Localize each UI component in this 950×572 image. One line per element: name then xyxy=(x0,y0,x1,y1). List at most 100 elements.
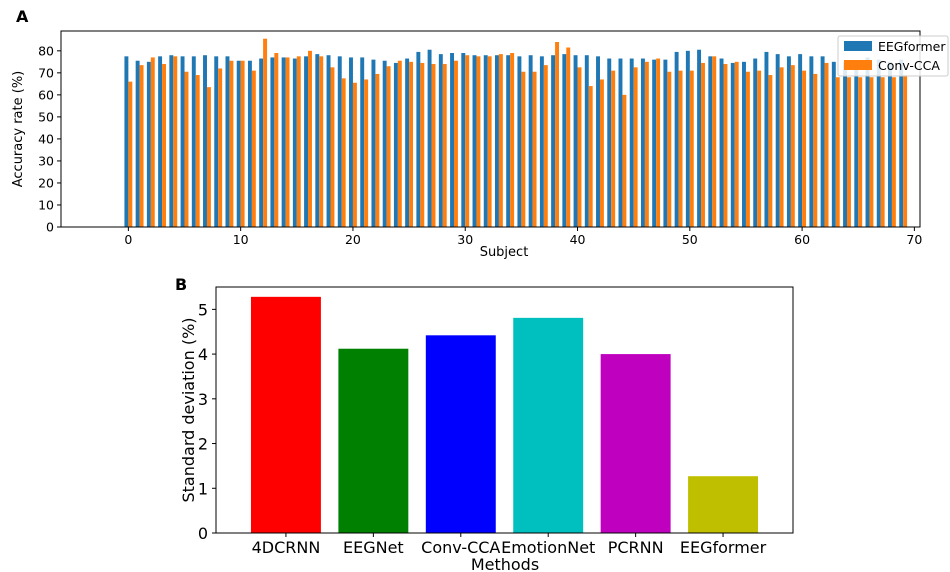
bar-eegnet xyxy=(338,348,409,533)
panel-a-x-ticks: 0 10 20 30 40 50 60 70 xyxy=(124,227,922,247)
bar-convcca-subject-24 xyxy=(397,60,402,228)
legend-swatch-eegformer xyxy=(844,41,872,51)
bar-convcca-subject-32 xyxy=(487,56,492,227)
bar-eegformer-subject-36 xyxy=(528,55,533,227)
bar-eegformer-subject-9 xyxy=(225,56,230,227)
y-tick-label: 0 xyxy=(198,524,208,543)
panel-b-x-axis-label: Methods xyxy=(471,555,539,572)
y-tick-label: 4 xyxy=(198,345,208,364)
bar-eegformer-subject-17 xyxy=(315,54,320,228)
bar-convcca-subject-16 xyxy=(308,50,312,227)
bar-convcca-subject-14 xyxy=(285,57,290,228)
bar-convcca-subject-35 xyxy=(521,71,526,228)
bar-convcca-subject-18 xyxy=(330,67,335,227)
bar-convcca-subject-63 xyxy=(835,77,840,227)
bar-convcca-subject-54 xyxy=(734,61,739,227)
bar-convcca-subject-55 xyxy=(745,71,750,228)
panel-b-label: B xyxy=(175,275,187,294)
legend-label-eegformer: EEGformer xyxy=(878,39,946,54)
x-tick-label: PCRNN xyxy=(608,538,664,557)
bar-eegformer-subject-48 xyxy=(663,59,668,227)
bar-convcca-subject-57 xyxy=(768,75,773,227)
y-tick-label: 80 xyxy=(38,43,54,58)
bar-eegformer-subject-16 xyxy=(304,56,309,227)
bar-eegformer-subject-3 xyxy=(158,56,163,227)
x-tick-label: EEGformer xyxy=(680,538,767,557)
bar-eegformer-subject-56 xyxy=(753,58,758,227)
bar-eegformer-subject-66 xyxy=(865,57,870,228)
panel-a-convcca-bars xyxy=(128,38,908,228)
panel-b-x-ticks: 4DCRNN EEGNet Conv-CCA EmotionNet PCRNN EEGfo… xyxy=(252,533,767,557)
bar-convcca-subject-33 xyxy=(498,54,503,228)
bar-convcca-subject-23 xyxy=(386,66,391,228)
bar-eegformer-subject-33 xyxy=(494,55,499,227)
bar-eegformer-subject-67 xyxy=(876,59,881,227)
y-tick-label: 50 xyxy=(38,109,54,124)
bar-convcca-subject-29 xyxy=(454,60,458,228)
panel-a-y-ticks: 0 10 20 30 40 50 60 70 80 xyxy=(38,43,61,235)
panel-b-y-axis-label: Standard deviation (%) xyxy=(179,317,198,502)
panel-a-frame xyxy=(60,30,921,228)
bar-convcca-subject-43 xyxy=(611,70,616,227)
bar-eegformer-subject-65 xyxy=(854,61,859,227)
bar-eegformer-subject-4 xyxy=(169,55,174,227)
y-tick-label: 70 xyxy=(38,65,54,80)
bar-convcca-subject-37 xyxy=(543,65,548,227)
bar-eegformer-subject-38 xyxy=(551,55,556,227)
y-tick-label: 2 xyxy=(198,435,208,454)
bar-eegformer-subject-23 xyxy=(382,60,387,228)
bar-convcca-subject-42 xyxy=(599,79,604,227)
bar-eegformer-subject-26 xyxy=(416,51,421,227)
legend-label-convcca: Conv-CCA xyxy=(878,58,940,73)
bar-eegformer-subject-42 xyxy=(596,56,600,227)
bar-eegformer-subject-50 xyxy=(685,50,690,227)
bar-conv-cca xyxy=(425,335,496,533)
bar-eegformer-subject-69 xyxy=(899,59,904,227)
bar-convcca-subject-39 xyxy=(566,47,571,227)
bar-convcca-subject-44 xyxy=(622,94,627,228)
bar-eegformer-subject-25 xyxy=(405,58,410,227)
x-tick-label: 10 xyxy=(233,232,249,247)
bar-convcca-subject-59 xyxy=(790,65,795,227)
bar-eegformer-subject-19 xyxy=(337,56,342,227)
bar-convcca-subject-20 xyxy=(352,82,357,227)
bar-eegformer-subject-51 xyxy=(697,49,702,227)
y-tick-label: 5 xyxy=(198,300,208,319)
bar-eegformer-subject-41 xyxy=(584,55,589,227)
bar-eegformer-subject-7 xyxy=(203,55,207,227)
panel-b-y-ticks: 0 1 2 3 4 5 xyxy=(198,300,216,543)
bar-eegformer-subject-61 xyxy=(809,56,814,227)
bar-pcrnn xyxy=(600,354,671,533)
x-tick-label: 4DCRNN xyxy=(252,538,321,557)
bar-convcca-subject-36 xyxy=(532,71,537,228)
bar-convcca-subject-27 xyxy=(431,64,436,227)
bar-convcca-subject-48 xyxy=(667,71,672,228)
bar-convcca-subject-9 xyxy=(229,60,234,228)
bar-eegformer-subject-1 xyxy=(135,60,140,228)
bar-convcca-subject-47 xyxy=(656,58,661,227)
panel-a-label: A xyxy=(16,7,29,26)
legend-swatch-convcca xyxy=(844,60,872,70)
bar-eegformer-subject-0 xyxy=(124,56,129,227)
bar-convcca-subject-13 xyxy=(274,53,279,227)
bar-eegformer-subject-27 xyxy=(427,49,432,227)
bar-convcca-subject-5 xyxy=(184,71,189,228)
bar-eegformer-subject-24 xyxy=(393,62,398,228)
bar-eegformer-subject-57 xyxy=(764,51,769,227)
bar-eegformer-subject-40 xyxy=(573,55,578,227)
bar-convcca-subject-69 xyxy=(903,75,908,227)
bar-convcca-subject-8 xyxy=(218,68,223,227)
x-tick-label: 30 xyxy=(457,232,473,247)
bar-convcca-subject-45 xyxy=(633,67,638,227)
bar-eegformer-subject-64 xyxy=(843,61,848,227)
bar-convcca-subject-10 xyxy=(240,60,245,228)
bar-emotionnet xyxy=(513,317,584,533)
bar-eegformer-subject-37 xyxy=(539,56,544,227)
bar-convcca-subject-40 xyxy=(577,67,582,227)
bar-eegformer-subject-63 xyxy=(831,61,836,227)
y-tick-label: 20 xyxy=(38,175,54,190)
bar-eegformer-subject-35 xyxy=(517,56,522,227)
bar-convcca-subject-21 xyxy=(364,79,369,227)
bar-convcca-subject-12 xyxy=(263,38,268,228)
y-tick-label: 10 xyxy=(38,197,54,212)
